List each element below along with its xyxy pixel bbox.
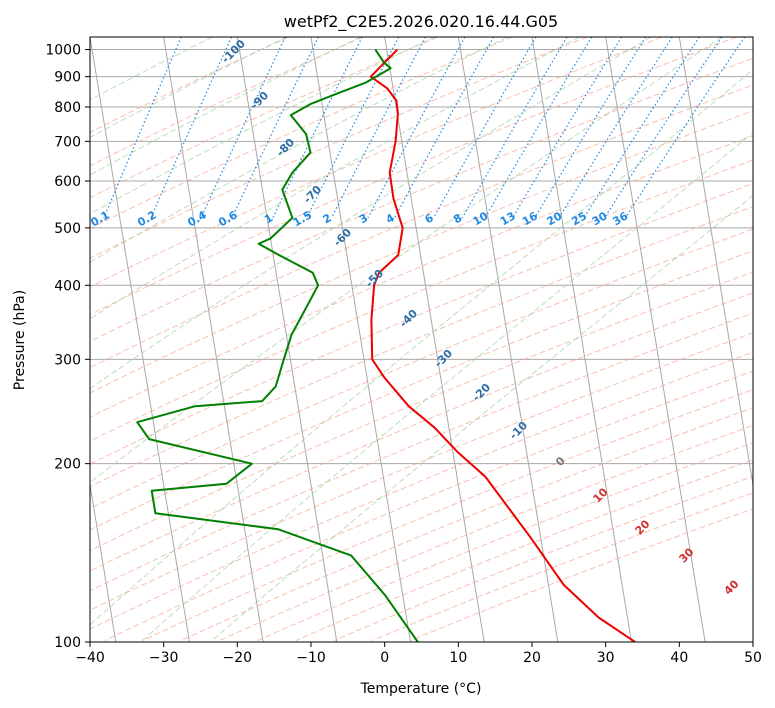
mixing-ratio-line (512, 37, 623, 219)
chart-title: wetPf2_C2E5.2026.020.16.44.G05 (284, 12, 558, 32)
y-tick-label: 1000 (45, 43, 81, 59)
y-axis-ticks: 1000 900 800 700 600 500 400 300 200 100 (45, 43, 90, 651)
mixing-ratio-line (150, 37, 233, 219)
isotherm-line (163, 37, 264, 642)
isotherm-line (236, 37, 338, 642)
isotherm-line (457, 37, 559, 642)
isotherm-line (678, 37, 753, 489)
moist-adiabat-line (211, 194, 753, 641)
dry-adiabat-line (295, 459, 753, 641)
moist-adiabat-line (90, 37, 436, 215)
profile-line (136, 49, 419, 642)
mixing-ratio-line (624, 37, 746, 219)
y-tick-label: 500 (54, 221, 81, 237)
y-tick-label: 800 (54, 100, 81, 116)
moist-adiabat-line (142, 131, 753, 641)
moist-adiabat-line (90, 68, 753, 626)
x-tick-label: 30 (597, 650, 615, 666)
y-tick-label: 700 (54, 134, 81, 150)
mixing-ratio-line (272, 37, 363, 219)
mixing-ratio-line (331, 37, 427, 219)
profile-line (369, 48, 636, 642)
dry-adiabat-line (142, 389, 753, 641)
dry-adiabat-line (90, 312, 753, 592)
isotherm-line (90, 481, 117, 642)
x-tick-label: 0 (380, 650, 389, 666)
dry-adiabat-line (333, 475, 753, 641)
y-tick-label: 200 (54, 457, 81, 473)
dry-adiabat-line (90, 57, 753, 343)
dry-adiabat-line (219, 424, 753, 641)
profile-series (136, 48, 636, 642)
dry-adiabat-line (90, 37, 737, 316)
y-tick-label: 900 (54, 70, 81, 86)
x-tick-label: −30 (149, 650, 179, 666)
dry-adiabat-lines (90, 37, 753, 641)
x-tick-label: 50 (744, 650, 762, 666)
x-axis-label: Temperature (°C) (360, 681, 482, 697)
isobar-lines (90, 49, 753, 642)
x-tick-label: 10 (449, 650, 467, 666)
dry-adiabat-line (90, 206, 753, 488)
isotherm-line (531, 37, 632, 642)
dry-adiabat-line (90, 332, 753, 611)
mixing-ratio-line (306, 37, 400, 219)
isotherm-lines (90, 37, 753, 642)
mixing-ratio-line (394, 37, 495, 219)
isotherm-line (384, 37, 485, 642)
mixing-ratio-line (103, 37, 182, 219)
moist-adiabat-line (90, 37, 580, 320)
dry-adiabat-line (90, 37, 438, 199)
mixing-ratio-line (231, 37, 320, 219)
isotherm-line (605, 37, 706, 642)
dry-adiabat-line (90, 84, 753, 369)
isotherm-line (90, 37, 190, 642)
y-tick-label: 600 (54, 174, 81, 190)
x-tick-label: −10 (296, 650, 326, 666)
dry-adiabat-line (90, 110, 753, 394)
mixing-ratio-line (583, 37, 700, 219)
y-tick-label: 100 (54, 635, 81, 651)
y-tick-label: 300 (54, 352, 81, 368)
dry-adiabat-line (90, 37, 364, 167)
dry-adiabat-line (90, 292, 753, 572)
dry-adiabat-line (90, 250, 753, 531)
moist-adiabat-line (90, 37, 723, 484)
dry-adiabat-line (90, 159, 753, 442)
mixing-ratio-line (534, 37, 647, 219)
mixing-ratio-line (367, 37, 466, 219)
x-tick-label: 40 (670, 650, 688, 666)
dry-adiabat-line (410, 508, 753, 641)
dry-adiabat-line (104, 370, 753, 641)
mixing-ratio-line (558, 37, 673, 219)
x-tick-label: −20 (223, 650, 253, 666)
dry-adiabat-line (90, 183, 753, 465)
mixing-ratio-lines (103, 37, 746, 219)
plot-area (90, 37, 753, 642)
y-tick-label: 400 (54, 278, 81, 294)
plot-frame (89, 36, 754, 643)
dry-adiabat-line (90, 37, 513, 230)
x-axis-ticks: −40 −30 −20 −10 0 10 20 30 40 50 (75, 642, 762, 666)
y-axis-label: Pressure (hPa) (12, 290, 28, 390)
mixing-ratio-line (200, 37, 286, 219)
x-tick-label: 20 (523, 650, 541, 666)
x-tick-label: −40 (75, 650, 105, 666)
